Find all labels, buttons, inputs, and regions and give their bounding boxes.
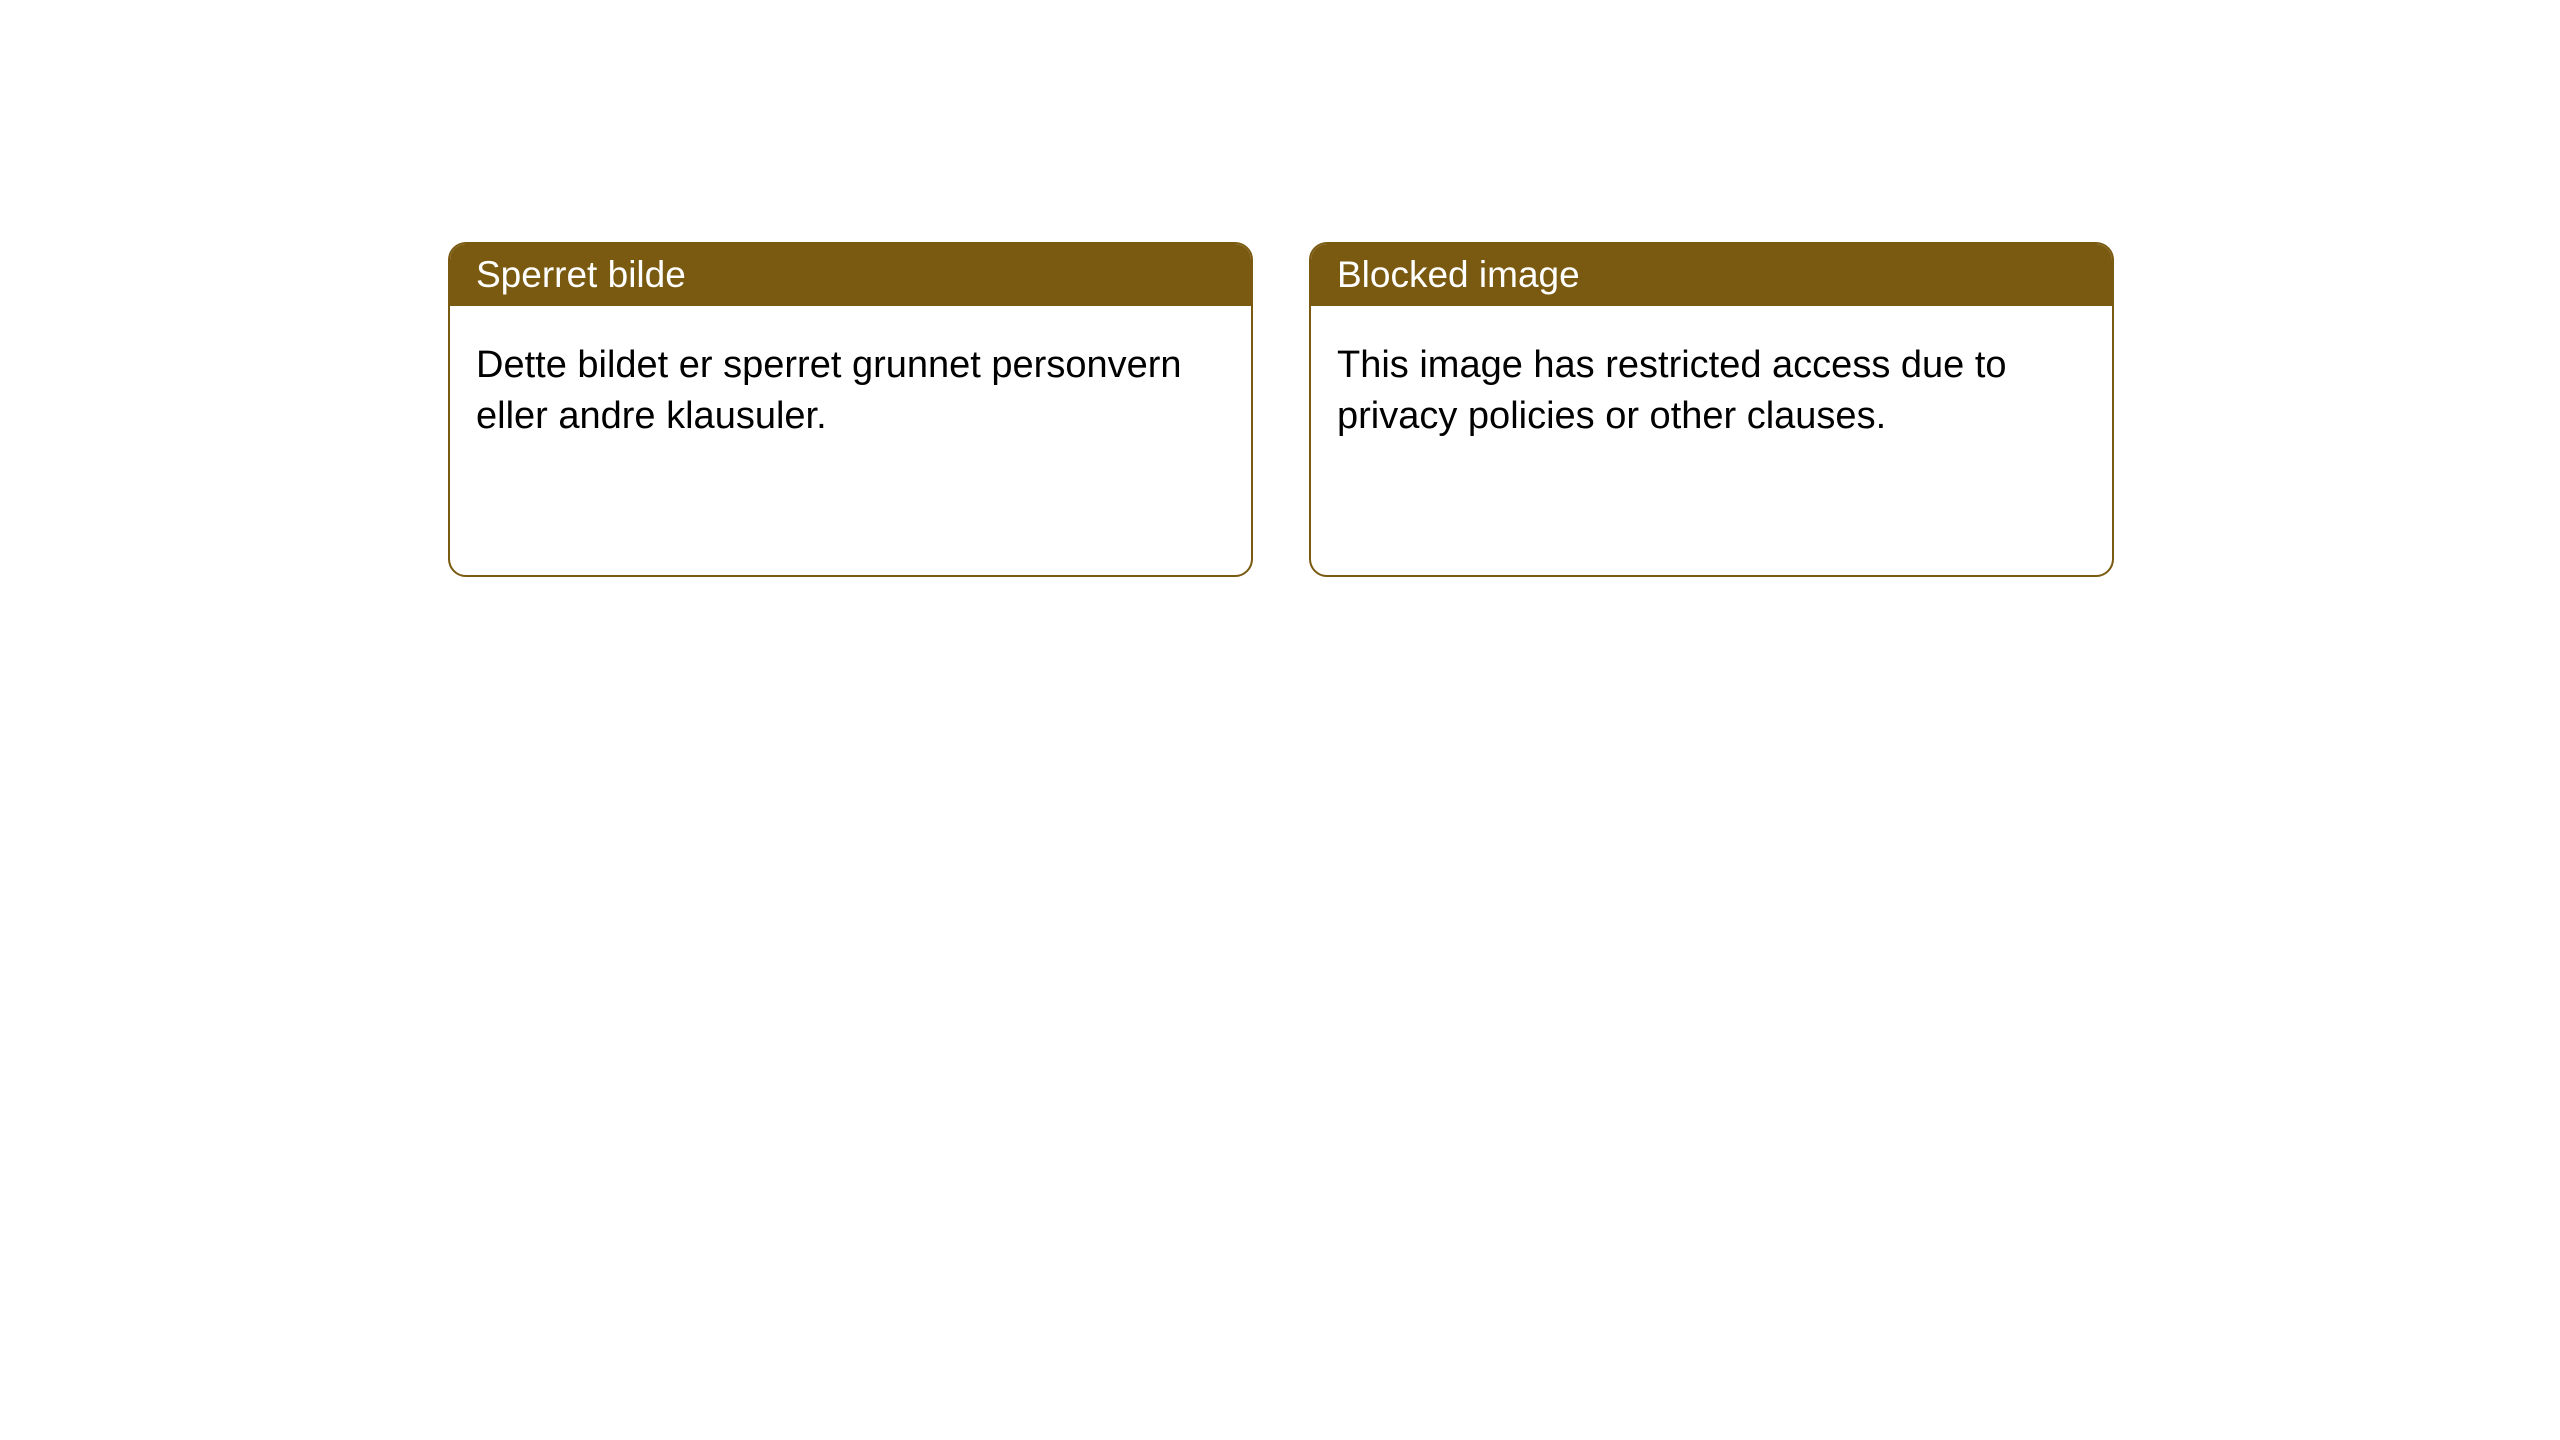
card-header: Sperret bilde bbox=[450, 244, 1251, 306]
card-body-text: Dette bildet er sperret grunnet personve… bbox=[476, 344, 1182, 437]
card-header: Blocked image bbox=[1311, 244, 2112, 306]
blocked-image-card-en: Blocked image This image has restricted … bbox=[1309, 242, 2114, 577]
card-body: Dette bildet er sperret grunnet personve… bbox=[450, 306, 1251, 477]
blocked-image-card-no: Sperret bilde Dette bildet er sperret gr… bbox=[448, 242, 1253, 577]
card-title: Sperret bilde bbox=[476, 254, 686, 295]
card-body-text: This image has restricted access due to … bbox=[1337, 344, 2007, 437]
card-container: Sperret bilde Dette bildet er sperret gr… bbox=[0, 0, 2560, 577]
card-title: Blocked image bbox=[1337, 254, 1580, 295]
card-body: This image has restricted access due to … bbox=[1311, 306, 2112, 477]
